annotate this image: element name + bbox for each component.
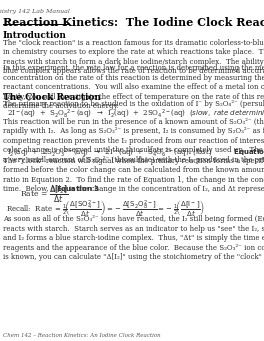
Text: The "clock reaction" is a reaction famous for its dramatic colorless-to-blue col: The "clock reaction" is a reaction famou… — [3, 39, 264, 75]
Text: Rate = $\dfrac{\Delta[I_2]}{\Delta t}$: Rate = $\dfrac{\Delta[I_2]}{\Delta t}$ — [20, 183, 68, 205]
Text: As soon as all of the S₂O₃²⁻ ions have reacted, the I₂ still being formed (Equat: As soon as all of the S₂O₃²⁻ ions have r… — [3, 215, 264, 261]
Text: I$_2$(aq)  +  2S$_2$O$_3$$^{2-}$(aq)  $\rightarrow$  2I$^-$(aq)  +  S$_4$O$_6$$^: I$_2$(aq) + 2S$_2$O$_3$$^{2-}$(aq) $\rig… — [7, 147, 264, 160]
Text: Introduction: Introduction — [3, 31, 67, 40]
Text: The Clock Reaction: The Clock Reaction — [3, 93, 101, 102]
Text: Bellevue College  |  Chemistry 142 Lab Manual: Bellevue College | Chemistry 142 Lab Man… — [0, 9, 70, 14]
Text: 2I$^-$(aq)  +  S$_2$O$_8$$^{2-}$(aq)  $\rightarrow$  I$_2$(aq)  +  2SO$_4$$^{2-}: 2I$^-$(aq) + S$_2$O$_8$$^{2-}$(aq) $\rig… — [7, 108, 264, 121]
Text: This reaction will be run in the presence of a known amount of S₂O₃²⁻ (thiosulfa: This reaction will be run in the presenc… — [3, 118, 264, 164]
Text: $\mathbf{Equation\ 3}$: $\mathbf{Equation\ 3}$ — [56, 184, 100, 194]
Text: Recall:  Rate $= \frac{1}{2}\!\left(\dfrac{\Delta[\mathrm{SO_4^{2-}}]}{\Delta t}: Recall: Rate $= \frac{1}{2}\!\left(\dfra… — [6, 198, 205, 220]
Text: The "clock" reaction will signal when the primary reaction forms a specific amou: The "clock" reaction will signal when th… — [3, 157, 264, 193]
Text: In this experiment, the rate law for a reaction is determined using the method o: In this experiment, the rate law for a r… — [3, 64, 264, 110]
Text: Chem 142 – Reaction Kinetics: An Iodine Clock Reaction                          : Chem 142 – Reaction Kinetics: An Iodine … — [3, 333, 264, 338]
Text: Reaction Kinetics:  The Iodine Clock Reaction: Reaction Kinetics: The Iodine Clock Reac… — [3, 17, 264, 28]
Text: The primary reaction to be studied is the oxidation of I⁻ by S₂O₈²⁻ (persulfate): The primary reaction to be studied is th… — [3, 100, 264, 108]
